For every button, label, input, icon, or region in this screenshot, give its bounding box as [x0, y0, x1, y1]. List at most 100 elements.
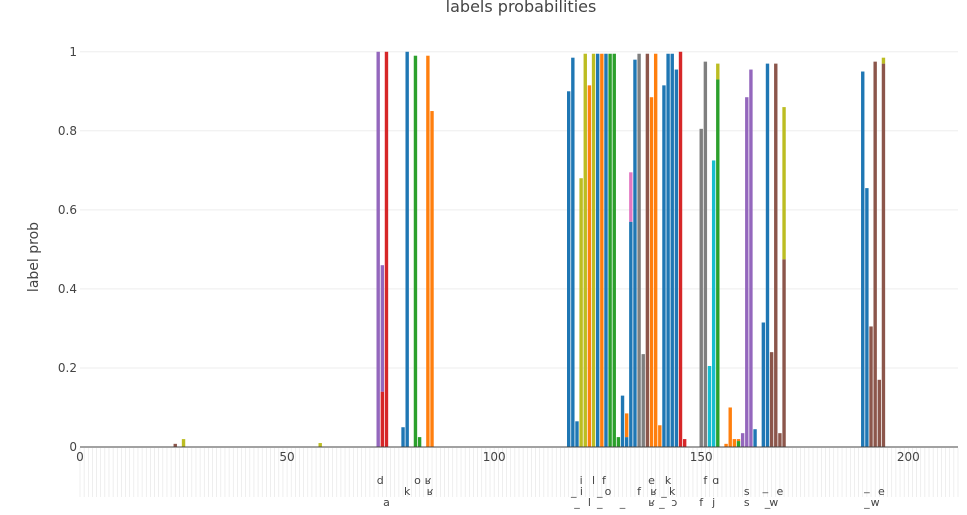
bar-segment [591, 53, 596, 447]
bar-segment [749, 69, 753, 448]
bar-segment [653, 53, 658, 447]
bar-segment [658, 425, 662, 447]
bar-segment [674, 69, 679, 448]
bar-segment [608, 53, 612, 447]
bar-segment [740, 433, 745, 447]
category-label: k [669, 485, 676, 498]
bar-segment [405, 51, 409, 448]
axes: 0 0.2 0.4 0.6 0.8 1 0 50 100 150 200 [58, 45, 958, 464]
category-label: _ i [570, 485, 583, 498]
bar-segment [624, 413, 629, 438]
bar-segment [703, 61, 708, 448]
bar-segment [707, 365, 712, 447]
bar-segment [716, 63, 720, 80]
bar-segment [869, 326, 873, 447]
bar-segment [181, 439, 186, 447]
bar-segment [774, 63, 778, 447]
bar-segment [641, 354, 645, 447]
category-label: _ [762, 481, 769, 494]
bar-segment [670, 53, 674, 447]
category-label: _ [596, 496, 603, 509]
category-label: f [602, 474, 607, 487]
category-label: e [878, 485, 885, 498]
x-tick-label: 100 [483, 450, 506, 464]
category-label: _ [619, 496, 626, 509]
bar-segment [782, 259, 786, 447]
bar-segment [716, 79, 720, 447]
category-label: e [777, 485, 784, 498]
bar-segment [662, 85, 666, 447]
bar-segment [782, 107, 786, 260]
bar-segment [666, 53, 670, 447]
category-label: s [744, 496, 750, 509]
bar-segment [600, 53, 604, 447]
x-axis-tick-marks [79, 448, 959, 497]
bar-segment [861, 71, 865, 448]
bar-segment [765, 63, 770, 447]
bar-segment [620, 395, 625, 447]
bar-segment [736, 441, 741, 447]
category-label: k [665, 474, 672, 487]
category-label: _ [764, 496, 771, 509]
bar-segment [736, 439, 741, 442]
y-tick-label: 0.6 [58, 203, 77, 217]
category-label: f [703, 474, 708, 487]
bar-segment [595, 53, 600, 447]
category-label: k [404, 485, 411, 498]
category-label: ʁ [648, 496, 655, 509]
bar-segment [678, 51, 683, 448]
category-label: l [588, 496, 591, 509]
bar-segment [575, 421, 579, 447]
bar-segment [637, 53, 641, 447]
category-label: _ [596, 485, 603, 498]
bar-segment [173, 443, 177, 447]
bar-segment [769, 352, 774, 447]
bar-segment [873, 61, 877, 448]
bar-segment [865, 188, 869, 447]
bar-segment [753, 429, 757, 447]
bar-segment [649, 97, 654, 447]
x-tick-label: 150 [690, 450, 713, 464]
bar-segment [430, 111, 434, 448]
bar-segment [881, 63, 886, 447]
bar-segment [616, 437, 621, 447]
bar-segment [426, 55, 430, 447]
bar-segment [711, 160, 716, 447]
bar-segment [645, 53, 650, 447]
bar-segment [401, 427, 405, 447]
x-tick-label: 200 [897, 450, 920, 464]
bar-segment [376, 51, 380, 448]
bar-segment [728, 407, 732, 447]
category-label: ɔ [671, 496, 677, 509]
y-tick-label: 0.2 [58, 361, 77, 375]
category-label: e [648, 474, 655, 487]
bar-segment [724, 443, 728, 447]
gridlines [80, 51, 958, 369]
bar-segment [384, 51, 389, 448]
category-label: l [592, 474, 595, 487]
y-tick-label: 0.4 [58, 282, 77, 296]
bar-segment [587, 85, 592, 447]
bar-segment [778, 433, 782, 447]
bar-segment [761, 322, 766, 447]
bar-segment [417, 437, 422, 447]
bar-segment [633, 59, 637, 448]
category-label: o [605, 485, 612, 498]
bar-segment [380, 265, 385, 392]
category-label: s [744, 485, 750, 498]
category-label: i [580, 474, 583, 487]
y-tick-label: 0.8 [58, 124, 77, 138]
category-label: ʁ [425, 474, 432, 487]
category-label: f [637, 485, 642, 498]
category-label: _ [863, 481, 870, 494]
bar-segment [318, 443, 322, 447]
bar-segment [629, 221, 633, 447]
category-label: w [769, 496, 778, 509]
category-label: ʁ [427, 485, 434, 498]
bar-segment [732, 439, 737, 447]
category-label: ʁ [650, 485, 657, 498]
category-label: _ [660, 485, 667, 498]
